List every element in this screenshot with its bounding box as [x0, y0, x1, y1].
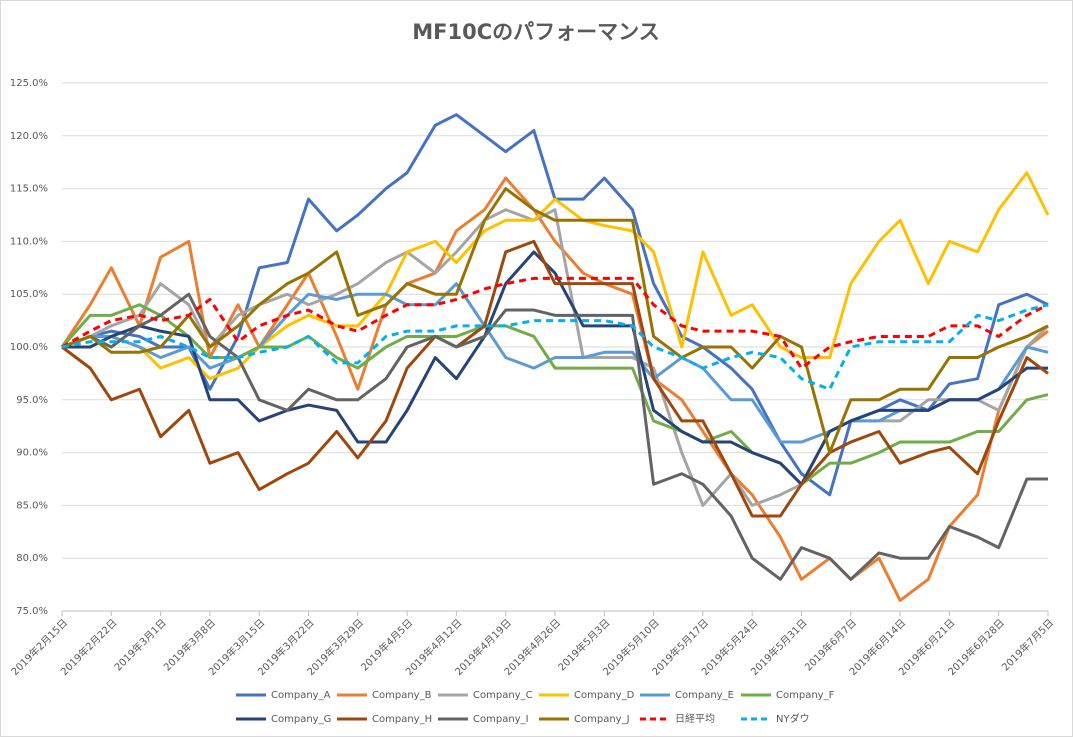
series-line	[61, 239, 1049, 518]
y-tick-label: 115.0%	[10, 184, 48, 195]
legend-label: Company_C	[473, 690, 533, 701]
legend-label: NYダウ	[776, 712, 810, 725]
y-tick-label: 90.0%	[16, 448, 48, 459]
legend-label: Company_J	[574, 714, 630, 725]
series-line	[61, 276, 1049, 370]
legend-label: Company_E	[675, 690, 734, 701]
y-tick-label: 105.0%	[10, 289, 48, 300]
legend-label: 日経平均	[675, 712, 715, 725]
series-line	[61, 171, 1050, 381]
legend-label: Company_F	[776, 690, 835, 701]
y-tick-label: 75.0%	[16, 606, 48, 617]
legend-label: Company_B	[372, 690, 432, 701]
y-tick-label: 100.0%	[10, 342, 48, 353]
series-line	[61, 292, 1048, 581]
y-tick-label: 120.0%	[10, 131, 48, 142]
y-tick-label: 110.0%	[10, 236, 48, 247]
series-line	[61, 187, 1049, 455]
y-tick-label: 85.0%	[16, 500, 48, 511]
y-tick-label: 125.0%	[10, 78, 48, 89]
series-line	[61, 282, 1049, 444]
legend-label: Company_I	[473, 714, 529, 725]
y-tick-label: 80.0%	[16, 553, 48, 564]
y-tick-label: 95.0%	[16, 395, 48, 406]
legend-label: Company_H	[372, 714, 432, 725]
series-line	[62, 250, 1048, 486]
series-line	[61, 303, 1049, 391]
legend-label: Company_G	[271, 714, 331, 725]
series-line	[60, 176, 1049, 602]
legend-label: Company_A	[271, 690, 331, 701]
chart-title: MF10Cのパフォーマンス	[412, 20, 659, 44]
legend-label: Company_D	[574, 690, 635, 701]
